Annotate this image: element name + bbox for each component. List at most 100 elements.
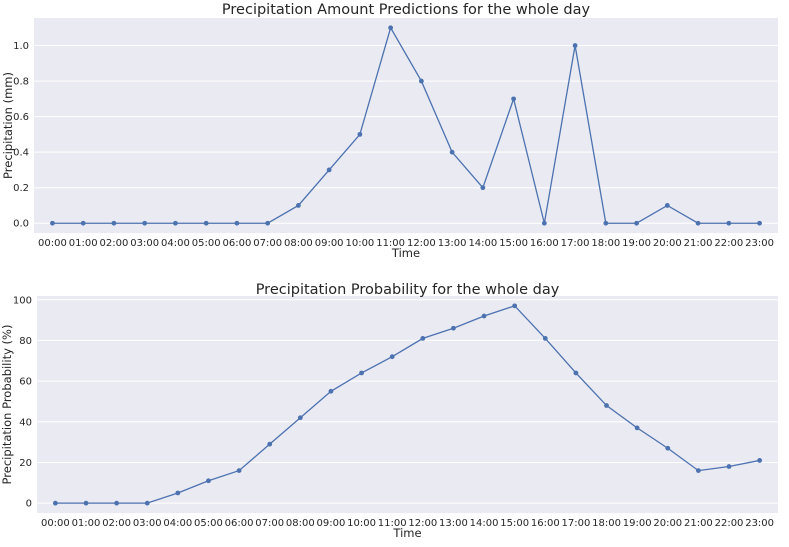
series-line — [52, 26, 760, 224]
x-tick-label: 08:00 — [284, 238, 313, 249]
data-point — [695, 220, 701, 226]
y-tick-label: 0.8 — [13, 77, 29, 88]
x-tick-label: 07:00 — [255, 518, 284, 529]
x-tick-label: 01:00 — [72, 518, 101, 529]
data-point — [234, 220, 240, 226]
data-point — [541, 220, 547, 226]
data-point — [142, 220, 148, 226]
x-tick-label: 09:00 — [315, 238, 344, 249]
x-tick-label: 04:00 — [163, 518, 192, 529]
data-point — [388, 25, 394, 31]
x-tick-label: 18:00 — [592, 518, 621, 529]
data-point — [480, 185, 486, 191]
data-point — [512, 303, 518, 309]
x-tick-label: 02:00 — [100, 238, 129, 249]
data-point — [665, 445, 671, 451]
data-point — [357, 131, 363, 137]
x-tick-label: 21:00 — [684, 238, 713, 249]
y-axis-label: Precipitation (mm) — [1, 72, 15, 179]
x-tick-label: 10:00 — [347, 518, 376, 529]
x-tick-label: 03:00 — [130, 238, 159, 249]
x-tick-label: 23:00 — [745, 238, 774, 249]
data-point — [359, 370, 364, 376]
chart-title: Precipitation Amount Predictions for the… — [222, 2, 591, 18]
data-point — [175, 490, 181, 496]
data-point — [511, 96, 517, 102]
x-tick-label: 08:00 — [286, 518, 315, 529]
y-tick-label: 0.2 — [13, 183, 29, 194]
data-point — [389, 354, 395, 360]
x-tick-label: 15:00 — [499, 238, 528, 249]
data-point — [50, 220, 55, 226]
data-point — [451, 325, 456, 331]
data-point — [297, 415, 303, 421]
chart-2: 0 20 40 60 80 100 00:00 01:00 02:00 03:00 04:00 05:… — [0, 282, 778, 540]
x-tick-label: 13:00 — [438, 238, 467, 249]
data-point — [542, 336, 548, 341]
data-point — [203, 220, 209, 226]
data-point — [726, 464, 732, 469]
data-point — [757, 458, 763, 463]
x-tick-label: 00:00 — [41, 518, 70, 529]
data-point — [80, 220, 86, 226]
data-point — [420, 336, 426, 341]
data-point — [267, 441, 273, 447]
x-tick-label: 19:00 — [623, 518, 652, 529]
x-tick-label: 17:00 — [561, 238, 590, 249]
x-tick-label: 00:00 — [38, 238, 67, 249]
data-point — [328, 388, 334, 394]
y-tick-label: 80 — [19, 336, 32, 347]
data-point — [265, 220, 271, 226]
data-point — [83, 500, 89, 506]
y-tick-label: 0.0 — [13, 219, 29, 230]
x-tick-label: 20:00 — [653, 518, 682, 529]
x-tick-label: 17:00 — [561, 518, 590, 529]
data-point — [481, 313, 487, 319]
x-tick-label: 22:00 — [715, 518, 744, 529]
y-tick-label: 60 — [19, 377, 32, 388]
data-point — [603, 220, 609, 226]
x-tick-label: 23:00 — [745, 518, 774, 529]
data-point — [418, 78, 424, 84]
x-tick-label: 12:00 — [407, 238, 436, 249]
data-point — [52, 500, 58, 506]
data-point — [695, 468, 701, 473]
x-tick-label: 22:00 — [714, 238, 743, 249]
y-tick-label: 0.6 — [13, 112, 29, 123]
x-tick-label: 09:00 — [317, 518, 346, 529]
plot-area — [37, 296, 778, 513]
data-point — [664, 203, 670, 208]
x-tick-label: 12:00 — [408, 518, 437, 529]
data-point — [757, 220, 762, 226]
plot-area — [34, 18, 778, 233]
x-tick-label: 20:00 — [653, 238, 682, 249]
y-tick-label: 0 — [26, 499, 32, 510]
y-tick-label: 100 — [13, 295, 32, 306]
x-tick-label: 07:00 — [253, 238, 282, 249]
x-tick-label: 11:00 — [378, 518, 407, 529]
x-tick-label: 14:00 — [470, 518, 499, 529]
chart-1: 0.0 0.2 0.4 0.6 0.8 1.0 00:00 01:00 02:00 03:00 04… — [1, 2, 778, 260]
x-tick-label: 05:00 — [194, 518, 223, 529]
x-axis-label: Time — [392, 526, 421, 540]
x-tick-label: 04:00 — [161, 238, 190, 249]
x-tick-label: 06:00 — [222, 238, 251, 249]
x-tick-label: 11:00 — [376, 238, 405, 249]
x-tick-label: 15:00 — [500, 518, 529, 529]
data-point — [326, 167, 332, 173]
data-point — [573, 370, 579, 376]
x-axis-label: Time — [391, 246, 420, 260]
y-axis-label: Precipitation Probability (%) — [0, 325, 14, 485]
data-point — [604, 403, 609, 408]
x-tick-label: 03:00 — [133, 518, 162, 529]
series-line — [55, 305, 760, 504]
x-tick-label: 19:00 — [622, 238, 651, 249]
x-tick-label: 16:00 — [531, 518, 560, 529]
x-tick-label: 13:00 — [439, 518, 468, 529]
x-tick-label: 06:00 — [225, 518, 254, 529]
x-tick-label: 01:00 — [69, 238, 98, 249]
data-point — [236, 468, 242, 473]
data-point — [449, 149, 455, 155]
x-tick-label: 18:00 — [591, 238, 620, 249]
